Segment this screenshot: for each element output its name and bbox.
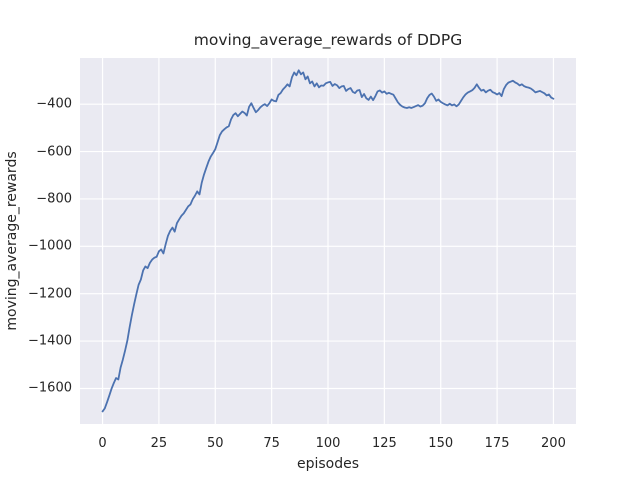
x-tick-label: 150 xyxy=(428,436,454,451)
x-tick-label: 50 xyxy=(206,436,224,451)
x-tick-label: 0 xyxy=(98,436,107,451)
y-tick-label: −1400 xyxy=(28,333,72,349)
x-tick-label: 75 xyxy=(263,436,280,451)
x-tick-label: 200 xyxy=(541,436,566,451)
plot-area xyxy=(80,58,576,424)
x-tick-label: 175 xyxy=(484,436,510,451)
x-tick-label: 125 xyxy=(371,436,397,451)
line-chart xyxy=(80,58,576,424)
y-tick-label: −800 xyxy=(36,191,72,207)
y-tick-label: −1200 xyxy=(28,286,72,302)
x-axis-label: episodes xyxy=(296,456,360,472)
series-line-moving_average_rewards xyxy=(101,69,555,413)
y-tick-label: −400 xyxy=(36,96,72,112)
chart-title: moving_average_rewards of DDPG xyxy=(193,31,463,49)
y-tick-label: −1000 xyxy=(28,238,72,254)
y-tick-label: −600 xyxy=(36,144,72,160)
x-tick-label: 100 xyxy=(315,436,341,451)
x-tick-label: 25 xyxy=(150,436,168,451)
y-axis-label-text: moving_average_rewards xyxy=(4,151,20,331)
y-tick-label: −1600 xyxy=(28,380,72,396)
